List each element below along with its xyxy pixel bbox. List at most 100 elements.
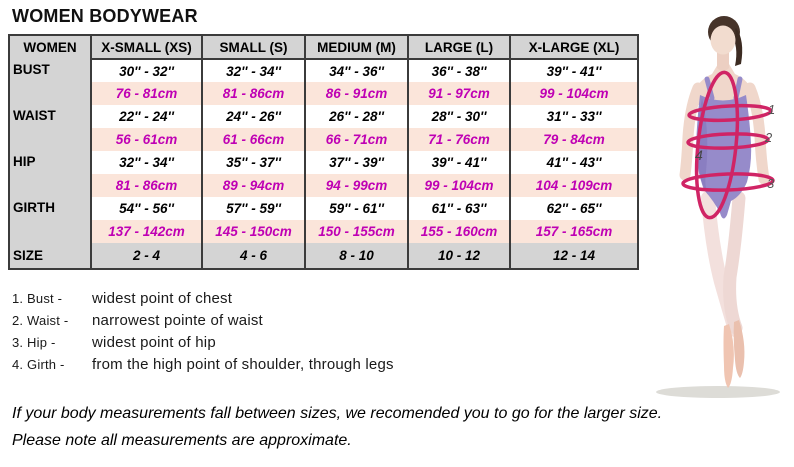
- page-title: WOMEN BODYWEAR: [12, 6, 198, 26]
- cell-girth-xl-in: 62'' - 65'': [509, 197, 639, 220]
- cell-hip-l-cm: 99 - 104cm: [407, 174, 511, 197]
- table-row-size: SIZE 2 - 4 4 - 6 8 - 10 10 - 12 12 - 14: [8, 243, 639, 269]
- table-row-bust-inches: BUST 30'' - 32'' 32'' - 34'' 34'' - 36''…: [8, 59, 639, 105]
- cell-hip-l-in: 39'' - 41'': [407, 151, 511, 174]
- cell-hip-xl-cm: 104 - 109cm: [509, 174, 639, 197]
- cell-size-l: 10 - 12: [407, 243, 511, 269]
- note-approximate: Please note all measurements are approxi…: [12, 432, 352, 449]
- cell-hip-m-in: 37'' - 39'': [304, 151, 409, 174]
- marker-waist-2: 2: [764, 130, 773, 145]
- table-row-waist-cm: 56 - 61cm 61 - 66cm 66 - 71cm 71 - 76cm …: [9, 128, 639, 151]
- dancer-right-leg: [723, 191, 746, 335]
- row-label-bust: BUST: [8, 59, 92, 105]
- marker-hip-3: 3: [767, 176, 775, 191]
- row-label-hip: HIP: [8, 151, 92, 197]
- cell-girth-m-cm: 150 - 155cm: [304, 220, 409, 243]
- pointe-shoe-back: [733, 320, 745, 378]
- legend-term-hip: 3. Hip -: [12, 335, 56, 350]
- cell-bust-l-in: 36'' - 38'': [407, 59, 511, 82]
- legend-desc-bust: widest point of chest: [92, 290, 233, 307]
- waist-tape-line: [686, 132, 770, 150]
- legend-item-hip: 3. Hip - widest point of hip: [12, 334, 394, 356]
- table-header-row: WOMEN X-SMALL (XS) SMALL (S) MEDIUM (M) …: [8, 35, 639, 60]
- cell-girth-s-in: 57'' - 59'': [201, 197, 306, 220]
- cell-size-s: 4 - 6: [201, 243, 306, 269]
- cell-size-m: 8 - 10: [304, 243, 409, 269]
- cell-bust-s-cm: 81 - 86cm: [201, 82, 306, 105]
- pointe-shoe-front: [723, 324, 734, 388]
- cell-girth-m-in: 59'' - 61'': [304, 197, 409, 220]
- cell-hip-m-cm: 94 - 99cm: [304, 174, 409, 197]
- table-row-waist-inches: WAIST 22'' - 24'' 24'' - 26'' 26'' - 28'…: [8, 105, 639, 151]
- cell-waist-xl-cm: 79 - 84cm: [509, 128, 639, 151]
- cell-bust-m-cm: 86 - 91cm: [304, 82, 409, 105]
- cell-waist-m-in: 26'' - 28'': [304, 105, 409, 128]
- marker-girth-4: 4: [695, 147, 703, 163]
- cell-waist-l-in: 28'' - 30'': [407, 105, 511, 128]
- cell-bust-m-in: 34'' - 36'': [304, 59, 409, 82]
- cell-girth-xs-in: 54'' - 56'': [90, 197, 203, 220]
- cell-bust-xl-in: 39'' - 41'': [509, 59, 639, 82]
- cell-bust-xs-cm: 76 - 81cm: [90, 82, 203, 105]
- marker-bust-1: 1: [768, 102, 775, 117]
- row-label-size: SIZE: [8, 243, 92, 269]
- cell-bust-xl-cm: 99 - 104cm: [509, 82, 639, 105]
- cell-hip-xs-cm: 81 - 86cm: [90, 174, 203, 197]
- size-chart-table: WOMEN X-SMALL (XS) SMALL (S) MEDIUM (M) …: [8, 34, 639, 270]
- bust-tape-line: [687, 103, 773, 123]
- cell-waist-xs-in: 22'' - 24'': [90, 105, 203, 128]
- cell-bust-l-cm: 91 - 97cm: [407, 82, 511, 105]
- dancer-face: [710, 25, 736, 55]
- legend-item-waist: 2. Waist - narrowest pointe of waist: [12, 312, 394, 334]
- cell-girth-s-cm: 145 - 150cm: [201, 220, 306, 243]
- cell-hip-s-in: 35'' - 37'': [201, 151, 306, 174]
- cell-girth-l-cm: 155 - 160cm: [407, 220, 511, 243]
- column-header-xsmall: X-SMALL (XS): [90, 35, 203, 60]
- cell-girth-xs-cm: 137 - 142cm: [90, 220, 203, 243]
- legend-desc-hip: widest point of hip: [92, 334, 216, 351]
- row-label-girth: GIRTH: [8, 197, 92, 243]
- floor-shadow: [656, 386, 780, 398]
- cell-girth-l-in: 61'' - 63'': [407, 197, 511, 220]
- dancer-illustration: 1 2 3 4: [656, 16, 780, 398]
- measurement-legend: 1. Bust - widest point of chest 2. Waist…: [12, 290, 394, 378]
- cell-size-xl: 12 - 14: [509, 243, 639, 269]
- cell-girth-xl-cm: 157 - 165cm: [509, 220, 639, 243]
- table-row-hip-cm: 81 - 86cm 89 - 94cm 94 - 99cm 99 - 104cm…: [9, 174, 639, 197]
- legend-term-waist: 2. Waist -: [12, 313, 69, 328]
- table-row-girth-inches: GIRTH 54'' - 56'' 57'' - 59'' 59'' - 61'…: [8, 197, 639, 243]
- column-header-women: WOMEN: [8, 35, 92, 59]
- cell-size-xs: 2 - 4: [90, 243, 203, 269]
- legend-item-bust: 1. Bust - widest point of chest: [12, 290, 394, 312]
- column-header-large: LARGE (L): [407, 35, 511, 60]
- cell-hip-xs-in: 32'' - 34'': [90, 151, 203, 174]
- cell-waist-s-cm: 61 - 66cm: [201, 128, 306, 151]
- cell-waist-m-cm: 66 - 71cm: [304, 128, 409, 151]
- column-header-medium: MEDIUM (M): [304, 35, 409, 60]
- cell-waist-s-in: 24'' - 26'': [201, 105, 306, 128]
- dancer-measurement-figure: 1 2 3 4: [640, 2, 794, 410]
- table-row-hip-inches: HIP 32'' - 34'' 35'' - 37'' 37'' - 39'' …: [8, 151, 639, 197]
- legend-item-girth: 4. Girth - from the high point of should…: [12, 356, 394, 378]
- dancer-hair-front: [710, 18, 736, 38]
- cell-waist-l-cm: 71 - 76cm: [407, 128, 511, 151]
- note-between-sizes: If your body measurements fall between s…: [12, 405, 663, 422]
- column-header-small: SMALL (S): [201, 35, 306, 60]
- table-row-girth-cm: 137 - 142cm 145 - 150cm 150 - 155cm 155 …: [9, 220, 639, 243]
- legend-desc-waist: narrowest pointe of waist: [92, 312, 263, 329]
- sizing-notes: If your body measurements fall between s…: [12, 400, 662, 454]
- cell-hip-s-cm: 89 - 94cm: [201, 174, 306, 197]
- cell-bust-s-in: 32'' - 34'': [201, 59, 306, 82]
- column-header-xlarge: X-LARGE (XL): [509, 35, 639, 60]
- legend-desc-girth: from the high point of shoulder, through…: [92, 356, 394, 373]
- legend-term-bust: 1. Bust -: [12, 291, 63, 306]
- cell-bust-xs-in: 30'' - 32'': [90, 59, 203, 82]
- cell-waist-xl-in: 31'' - 33'': [509, 105, 639, 128]
- legend-term-girth: 4. Girth -: [12, 357, 65, 372]
- dancer-left-arm: [679, 82, 704, 181]
- cell-waist-xs-cm: 56 - 61cm: [90, 128, 203, 151]
- cell-hip-xl-in: 41'' - 43'': [509, 151, 639, 174]
- hip-tape-line: [681, 172, 775, 192]
- table-row-bust-cm: 76 - 81cm 81 - 86cm 86 - 91cm 91 - 97cm …: [9, 82, 639, 105]
